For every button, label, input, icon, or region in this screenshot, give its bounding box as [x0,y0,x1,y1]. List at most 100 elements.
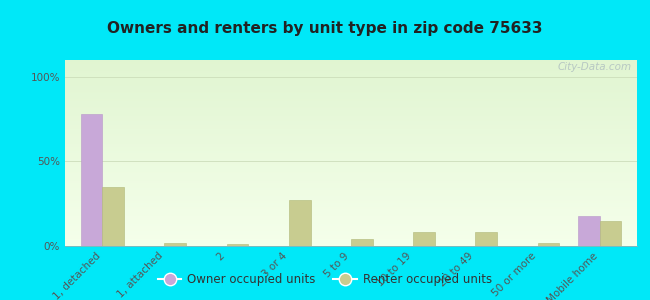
Bar [65,86,637,88]
Bar [65,173,637,175]
Bar [65,147,637,149]
Bar [65,227,637,229]
Bar [65,237,637,239]
Bar [65,80,637,82]
Bar [65,142,637,144]
Bar [65,233,637,235]
Bar [65,183,637,184]
Bar [65,231,637,233]
Bar [65,105,637,106]
Bar [289,200,311,246]
Bar [65,222,637,224]
Bar [578,216,600,246]
Bar [65,129,637,131]
Bar [65,209,637,211]
Bar [65,131,637,133]
Bar [65,140,637,142]
Bar [65,220,637,222]
Bar [65,164,637,166]
Text: Owners and renters by unit type in zip code 75633: Owners and renters by unit type in zip c… [107,21,543,36]
Bar [600,220,621,246]
Bar [65,184,637,187]
Bar [65,198,637,200]
Bar [65,119,637,122]
Bar [65,118,637,119]
Bar [65,170,637,172]
Bar [65,168,637,170]
Bar [65,97,637,99]
Bar [65,166,637,168]
Bar [65,192,637,194]
Bar [65,133,637,134]
Bar [65,62,637,64]
Bar [65,95,637,97]
Bar [65,108,637,110]
Text: City-Data.com: City-Data.com [557,62,631,72]
Bar [227,244,248,246]
Bar [65,73,637,75]
Bar [65,84,637,86]
Bar [65,151,637,153]
Bar [65,157,637,159]
Bar [65,60,637,62]
Bar [65,116,637,118]
Bar [65,144,637,146]
Bar [538,243,559,246]
Bar [65,103,637,105]
Bar [65,224,637,226]
Bar [351,239,372,246]
Bar [65,138,637,140]
Bar [65,136,637,138]
Bar [65,68,637,69]
Bar [65,179,637,181]
Bar [65,214,637,216]
Bar [65,238,637,240]
Bar [164,243,187,246]
Bar [65,216,637,218]
Bar [65,92,637,94]
Bar [65,218,637,220]
Bar [65,159,637,161]
Bar [65,99,637,101]
Bar [65,71,637,73]
Bar [65,172,637,173]
Bar [65,244,637,246]
Bar [65,88,637,90]
Bar [65,194,637,196]
Bar [65,162,637,164]
Bar [65,94,637,95]
Bar [65,205,637,207]
Bar [65,175,637,177]
Bar [65,125,637,127]
Bar [65,82,637,84]
Bar [65,235,637,237]
Bar [65,240,637,242]
Bar [65,64,637,66]
Bar [65,229,637,231]
Bar [65,188,637,190]
Bar [65,190,637,192]
Bar [65,134,637,136]
Bar [65,212,637,214]
Bar [65,207,637,209]
Bar [65,69,637,71]
Bar [102,187,124,246]
Bar [65,203,637,205]
Bar [65,146,637,147]
Bar [65,181,637,183]
Bar [65,200,637,201]
Bar [65,196,637,198]
Bar [65,242,637,244]
Bar [65,153,637,155]
Bar [65,79,637,80]
Bar [65,90,637,92]
Bar [65,155,637,157]
Bar [475,232,497,246]
Bar [65,127,637,129]
Bar [65,122,637,123]
Bar [65,177,637,179]
Bar [65,77,637,79]
Legend: Owner occupied units, Renter occupied units: Owner occupied units, Renter occupied un… [153,269,497,291]
Bar [65,187,637,188]
Bar [413,232,435,246]
